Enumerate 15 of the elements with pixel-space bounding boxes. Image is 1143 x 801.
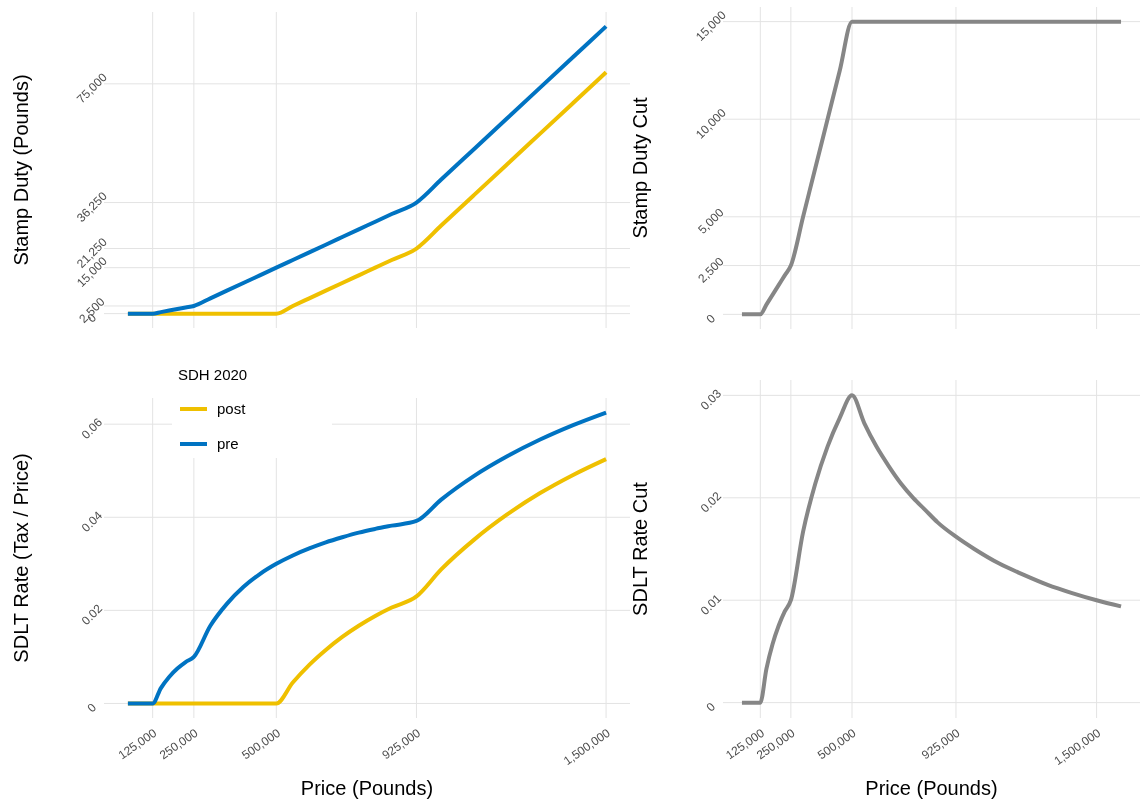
y-tick-label: 0 [703,699,719,715]
y-tick-label: 0.01 [697,591,725,618]
y-axis-title: SDLT Rate Cut [629,481,651,616]
y-tick-label: 0 [84,700,100,716]
legend-title: SDH 2020 [178,366,248,383]
y-axis-title: Stamp Duty Cut [629,96,651,239]
x-axis-title: Price (Pounds) [300,777,434,799]
legend-label: post [217,400,247,417]
legend-label: pre [217,435,239,452]
y-axis-title: Stamp Duty (Pounds) [10,74,32,266]
y-tick-label: 0.02 [697,488,725,516]
x-axis-title: Price (Pounds) [865,777,998,799]
y-tick-label: 0 [703,311,719,327]
y-tick-label: 0.04 [78,508,106,535]
y-axis-title: SDLT Rate (Tax / Price) [10,453,32,663]
